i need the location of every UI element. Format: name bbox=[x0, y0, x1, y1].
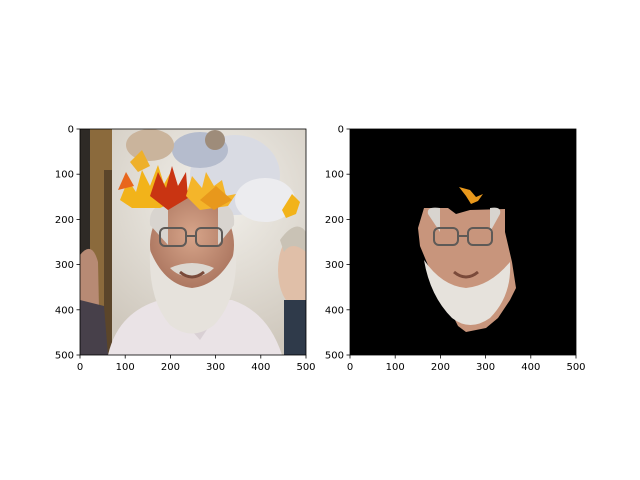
mask-ytick-label: 300 bbox=[325, 260, 344, 271]
photo-ytick-label: 400 bbox=[55, 305, 74, 316]
mask-leaf-fragment bbox=[459, 187, 483, 204]
photo-xtick-label: 100 bbox=[116, 362, 135, 373]
mask-ytick-label: 400 bbox=[325, 305, 344, 316]
mask-frame bbox=[349, 128, 577, 356]
mask-xtick-label: 100 bbox=[386, 362, 405, 373]
mask-ytick-label: 200 bbox=[325, 215, 344, 226]
photo-xtick-label: 500 bbox=[296, 362, 315, 373]
mask-xtick-label: 0 bbox=[347, 362, 353, 373]
photo-xtick-label: 0 bbox=[77, 362, 83, 373]
photo-ytick-label: 500 bbox=[55, 351, 74, 362]
photo-ytick-label: 0 bbox=[68, 125, 74, 136]
photo-panel bbox=[80, 129, 306, 355]
mask-xtick-label: 400 bbox=[521, 362, 540, 373]
photo-xtick-label: 300 bbox=[206, 362, 225, 373]
leaf-crown bbox=[118, 150, 236, 210]
mask-ytick-label: 0 bbox=[338, 125, 344, 136]
photo-frame bbox=[79, 128, 307, 356]
mask-ytick-label: 100 bbox=[325, 170, 344, 181]
mask-xtick-label: 300 bbox=[476, 362, 495, 373]
photo-ytick-label: 200 bbox=[55, 215, 74, 226]
mask-ytick-label: 500 bbox=[325, 351, 344, 362]
photo-ytick-label: 300 bbox=[55, 260, 74, 271]
mask-xtick-label: 200 bbox=[431, 362, 450, 373]
photo-xtick-label: 200 bbox=[161, 362, 180, 373]
falling-leaf bbox=[282, 194, 300, 218]
mask-panel bbox=[350, 129, 576, 355]
mask-xtick-label: 500 bbox=[566, 362, 585, 373]
photo-xtick-label: 400 bbox=[251, 362, 270, 373]
photo-ytick-label: 100 bbox=[55, 170, 74, 181]
